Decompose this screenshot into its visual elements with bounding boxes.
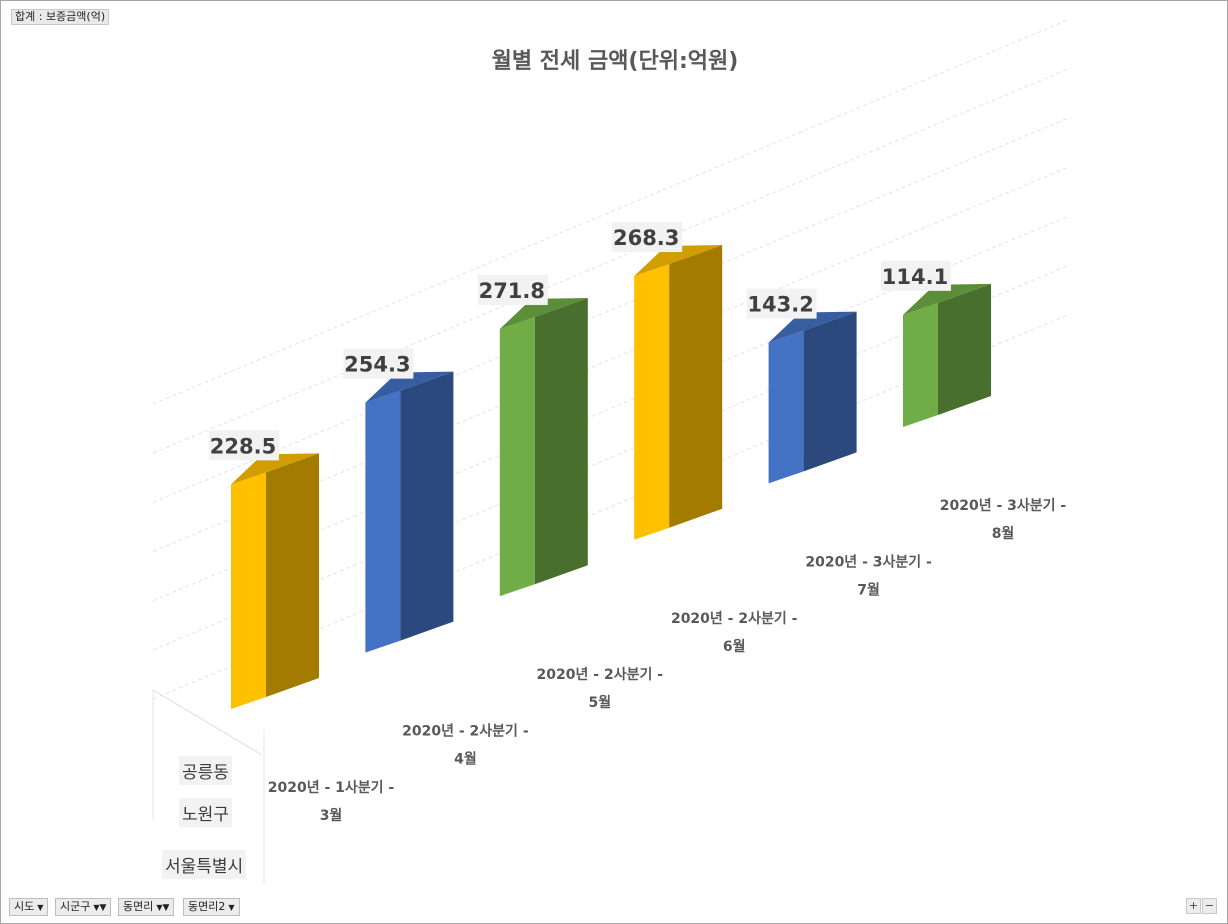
category-label: 7월 [857, 581, 880, 598]
bar-side [266, 453, 319, 697]
gridline [152, 18, 1071, 405]
category-label: 5월 [588, 694, 611, 711]
bar-side [803, 311, 857, 472]
value-field-button[interactable]: 합계 : 보증금액(억) [11, 9, 110, 25]
bar-front [768, 330, 804, 484]
axis-category-si: 서울특별시 [162, 850, 247, 879]
bar: 143.2 [746, 288, 857, 484]
bar: 228.5 [209, 430, 319, 709]
gridline [152, 67, 1071, 454]
category-label: 4월 [454, 751, 477, 768]
category-label: 8월 [992, 525, 1015, 542]
zoom-out-button[interactable]: − [1202, 898, 1217, 914]
dropdown-arrow-icon: ▼ [156, 903, 163, 912]
field-button-label: 시군구 [60, 900, 91, 913]
category-label: 2020년 - 3사분기 - [940, 498, 1067, 514]
field-button-sido[interactable]: 시도 ▼ [9, 898, 49, 916]
field-button-label: 동면리2 [188, 900, 226, 913]
data-label: 228.5 [210, 434, 276, 458]
bar-top [903, 283, 991, 315]
data-label: 114.1 [882, 265, 948, 289]
filter-icon: ▼ [162, 903, 170, 913]
bar-front [634, 264, 670, 540]
bar-top [231, 453, 319, 485]
category-label: 3월 [320, 807, 343, 824]
category-label: 2020년 - 2사분기 - [402, 724, 529, 740]
bar-top [499, 298, 588, 330]
bar-side [534, 298, 588, 585]
bar-side [400, 371, 454, 641]
bar-top [768, 311, 857, 343]
axis-category-dong: 공릉동 [179, 756, 232, 785]
field-button-label: 시도 [14, 900, 35, 913]
gridlines [152, 18, 1071, 884]
bar-front [231, 472, 266, 709]
field-button-sigungu[interactable]: 시군구 ▼▼ [55, 898, 112, 916]
category-label: 2020년 - 2사분기 - [537, 667, 664, 683]
data-label: 271.8 [479, 279, 545, 303]
data-label-bg [612, 222, 683, 253]
data-label-bg [746, 288, 817, 319]
bar-front [499, 317, 535, 597]
gridline [152, 116, 1071, 503]
data-label-bg [881, 260, 951, 291]
data-label-bg [477, 275, 548, 306]
category-label: 2020년 - 1사분기 - [268, 780, 395, 796]
category-label: 2020년 - 3사분기 - [805, 554, 932, 570]
dropdown-arrow-icon: ▼ [228, 903, 235, 912]
dropdown-arrow-icon: ▼ [93, 903, 100, 912]
bar: 268.3 [612, 222, 723, 540]
filter-icon: ▼ [99, 903, 107, 913]
data-label: 268.3 [613, 226, 679, 250]
bar-front [365, 390, 401, 653]
bar: 114.1 [881, 260, 991, 427]
category-label: 2020년 - 2사분기 - [671, 611, 798, 627]
data-label: 143.2 [747, 293, 813, 317]
data-label: 254.3 [344, 353, 410, 377]
field-button-dongmyeonri2[interactable]: 동면리2 ▼ [183, 898, 240, 916]
floor-edge [152, 689, 263, 756]
category-label: 6월 [723, 638, 746, 655]
bars: 228.5 254.3 271.8 268.3 143.2 114.1 [209, 222, 991, 709]
gridline [152, 165, 1071, 553]
bar-side [669, 245, 723, 528]
dropdown-arrow-icon: ▼ [37, 903, 44, 912]
chart-title: 월별 전세 금액(단위:억원) [492, 49, 739, 74]
bar-top [634, 245, 723, 277]
data-label-bg [209, 430, 279, 461]
field-button-label: 동면리 [123, 900, 154, 913]
bar: 271.8 [477, 275, 588, 597]
bar: 254.3 [343, 348, 454, 653]
data-label-bg [343, 348, 414, 379]
category-labels: 2020년 - 1사분기 - 3월 2020년 - 2사분기 - 4월 2020년 - … [268, 498, 1067, 824]
bar-side [938, 283, 991, 415]
axis-category-gu: 노원구 [179, 798, 232, 827]
zoom-in-button[interactable]: + [1186, 898, 1201, 914]
field-button-dongmyeonri[interactable]: 동면리 ▼▼ [118, 898, 175, 916]
bar-front [903, 302, 938, 427]
bar-top [365, 371, 454, 403]
